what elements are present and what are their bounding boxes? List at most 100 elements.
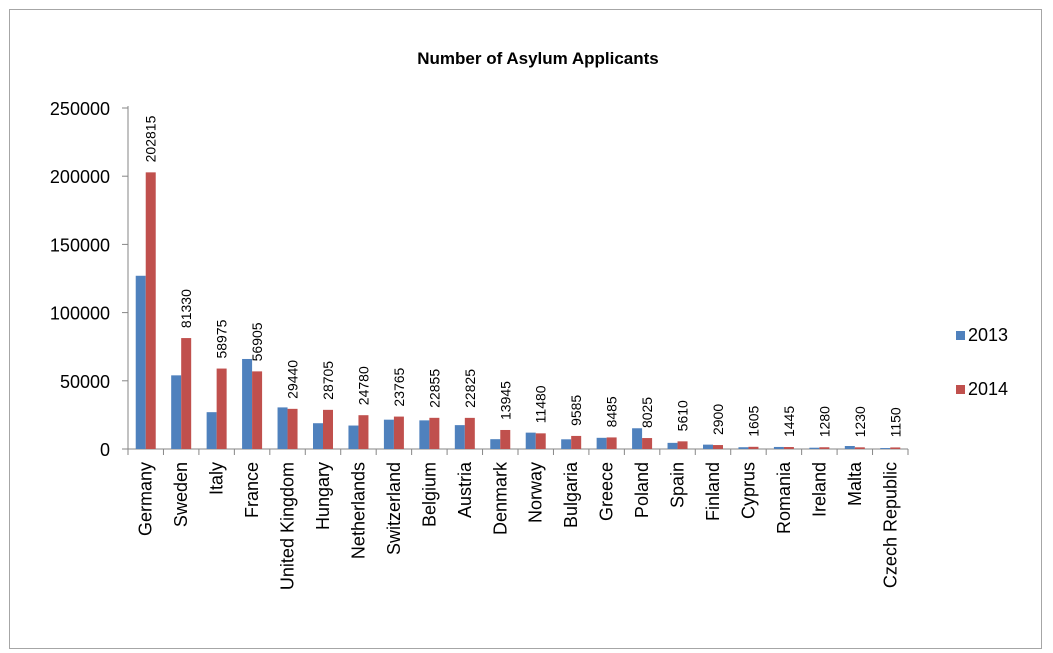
data-label: 9585 <box>568 395 584 426</box>
data-label: 1150 <box>887 407 903 437</box>
bar-2013 <box>738 447 749 449</box>
data-label: 2900 <box>710 404 726 435</box>
bar-2013 <box>454 425 465 449</box>
y-tick-label: 100000 <box>50 304 110 324</box>
bar-2013 <box>135 275 146 449</box>
bar-2014 <box>464 417 475 449</box>
bar-2014 <box>393 416 404 449</box>
x-tick-label: United Kingdom <box>278 462 298 590</box>
data-label-group: 202815 81330 58975 56905 29440 28705 24780 2376… <box>143 115 904 437</box>
x-tick-label: Italy <box>207 462 227 495</box>
x-tick-label: Austria <box>455 461 475 518</box>
x-tick-label: Poland <box>632 462 652 518</box>
bar-2014 <box>535 433 546 449</box>
legend-label: 2014 <box>968 379 1008 399</box>
bar-2013 <box>419 420 430 449</box>
bar-2014 <box>429 417 440 449</box>
y-tick-label: 150000 <box>50 235 110 255</box>
bar-2014 <box>783 447 794 449</box>
legend-swatch-2014 <box>956 385 965 394</box>
bar-2013 <box>277 407 288 449</box>
bar-2014 <box>287 408 298 449</box>
chart-area <box>9 9 1042 649</box>
data-label: 24780 <box>355 366 371 405</box>
bar-2013 <box>242 358 253 449</box>
bar-2013 <box>667 442 678 449</box>
bar-2013 <box>490 439 501 449</box>
bar-2013 <box>632 428 643 449</box>
bar-2013 <box>773 446 784 449</box>
bar-2013 <box>383 419 394 449</box>
bar-2013 <box>561 439 572 449</box>
data-label: 8025 <box>639 397 655 428</box>
x-tick-label: Belgium <box>419 462 439 527</box>
chart-title: Number of Asylum Applicants <box>417 49 659 68</box>
bar-2014 <box>323 409 333 449</box>
x-tick-label: Romania <box>774 461 794 534</box>
bar-2014 <box>890 447 901 449</box>
bar-2014 <box>748 446 759 449</box>
y-axis: 0 50000 100000 150000 200000 250000 <box>50 99 129 460</box>
bar-2014 <box>819 447 830 449</box>
bar-2013 <box>703 444 713 449</box>
data-label: 22855 <box>426 369 442 408</box>
y-tick-label: 250000 <box>50 99 110 119</box>
bar-2014 <box>606 437 617 449</box>
y-tick-label: 50000 <box>60 372 110 392</box>
bar-2014 <box>677 441 688 449</box>
legend: 2013 2014 <box>956 325 1008 399</box>
x-tick-label: Cyprus <box>738 462 758 519</box>
data-label: 29440 <box>285 360 301 399</box>
bar-2013 <box>844 445 855 449</box>
x-tick-label: Bulgaria <box>561 461 581 528</box>
bar-group <box>135 172 901 449</box>
x-tick-label: Malta <box>845 461 865 506</box>
bar-2013 <box>809 447 820 449</box>
y-tick-label: 0 <box>100 440 110 460</box>
data-label: 1280 <box>816 406 832 437</box>
bar-2013 <box>206 412 217 449</box>
x-tick-label: Finland <box>703 462 723 521</box>
bar-2014 <box>145 172 156 449</box>
data-label: 56905 <box>249 322 265 361</box>
bar-2014 <box>181 338 192 449</box>
data-label: 202815 <box>143 115 159 162</box>
data-label: 11480 <box>533 385 549 423</box>
bar-2014 <box>500 429 511 449</box>
x-tick-label: Germany <box>136 462 156 536</box>
x-tick-label: Denmark <box>490 461 510 535</box>
x-tick-label: Hungary <box>313 462 333 530</box>
bar-2013 <box>348 425 359 449</box>
data-label: 22825 <box>462 369 478 408</box>
data-label: 13945 <box>497 381 513 420</box>
bar-2013 <box>171 375 182 449</box>
data-label: 5610 <box>675 400 691 431</box>
bar-2013 <box>313 423 323 449</box>
bar-2014 <box>713 445 723 449</box>
x-tick-label: Greece <box>597 462 617 521</box>
x-tick-label: Sweden <box>171 462 191 527</box>
x-tick-label: Switzerland <box>384 462 404 555</box>
x-axis: Germany Sweden Italy France United Kingdom Hu… <box>127 448 909 590</box>
data-label: 1445 <box>781 406 797 437</box>
data-label: 58975 <box>214 319 230 358</box>
x-tick-label: Czech Republic <box>880 462 900 588</box>
legend-swatch-2013 <box>956 331 965 340</box>
bar-2014 <box>571 435 582 449</box>
bar-2014 <box>252 371 263 449</box>
bar-2014 <box>854 447 865 449</box>
y-tick-label: 200000 <box>50 167 110 187</box>
legend-label: 2013 <box>968 325 1008 345</box>
bar-2013 <box>596 437 607 449</box>
data-label: 28705 <box>320 361 336 400</box>
x-tick-label: Ireland <box>809 462 829 517</box>
x-tick-label: Norway <box>526 462 546 523</box>
bar-2014 <box>358 415 369 449</box>
bar-2013 <box>525 432 536 449</box>
data-label: 81330 <box>178 289 194 328</box>
bar-2014 <box>642 438 653 449</box>
data-label: 8485 <box>604 396 620 427</box>
x-tick-label: France <box>242 462 262 518</box>
bar-2014 <box>216 368 227 449</box>
